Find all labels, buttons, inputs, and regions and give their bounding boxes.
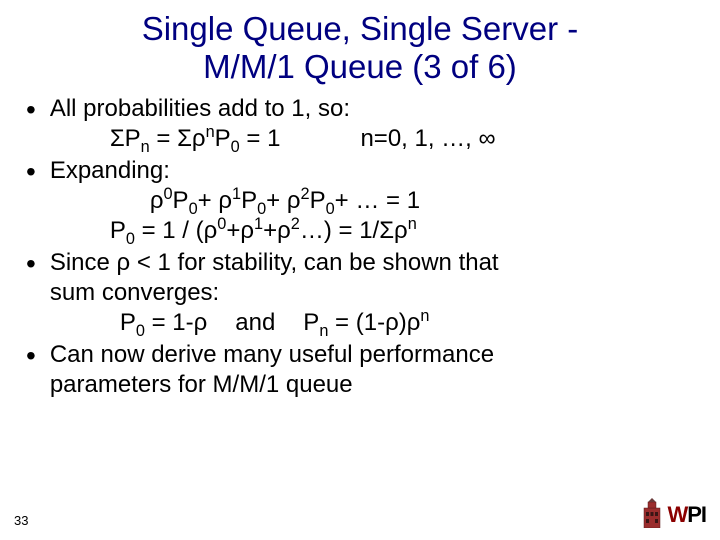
bullet-body-4: Can now derive many useful performance p…: [50, 340, 494, 400]
title-line1: Single Queue, Single Server -: [142, 10, 579, 47]
bullet-item-2: • Expanding: ρ0P0+ ρ1P0+ ρ2P0+ … = 1 P0 …: [26, 156, 700, 246]
bullet-dot: •: [26, 158, 36, 186]
page-number: 33: [14, 513, 28, 528]
t: ρ: [150, 187, 164, 214]
t: +: [263, 217, 277, 244]
t: = 1 / (: [135, 217, 204, 244]
bullet-item-4: • Can now derive many useful performance…: [26, 340, 700, 400]
eq1-right: n=0, 1, …, ∞: [360, 124, 495, 154]
building-icon: [641, 498, 663, 528]
t: P: [310, 187, 326, 214]
eq-line-2a: ρ0P0+ ρ1P0+ ρ2P0+ … = 1: [50, 186, 420, 216]
slide-title: Single Queue, Single Server - M/M/1 Queu…: [20, 10, 700, 86]
t: n: [420, 307, 429, 325]
t: 1: [254, 215, 263, 233]
t: 2: [291, 215, 300, 233]
wpi-logo: WPI: [641, 498, 706, 528]
bullet-body-1: All probabilities add to 1, so: ΣPn = Σρ…: [50, 94, 496, 154]
logo-text: WPI: [667, 502, 706, 528]
bullet-dot: •: [26, 342, 36, 370]
t: = (1-ρ)ρ: [328, 309, 420, 336]
bullet-item-1: • All probabilities add to 1, so: ΣPn = …: [26, 94, 700, 154]
t: + … = 1: [335, 187, 420, 214]
bullet-dot: •: [26, 250, 36, 278]
t: P: [241, 187, 257, 214]
bullet3b-text: sum converges:: [50, 278, 499, 308]
t: 1: [232, 185, 241, 203]
eq1a: ΣP: [110, 125, 141, 152]
eq-line-3: P0 = 1-ρ and Pn = (1-ρ)ρn: [50, 308, 499, 338]
t: +: [266, 187, 287, 214]
t: 0: [136, 322, 145, 340]
t: P: [120, 309, 136, 336]
eq1b: = Σρ: [150, 125, 206, 152]
eq1c: P: [215, 125, 231, 152]
t: 2: [301, 185, 310, 203]
t: …) = 1/Σρ: [300, 217, 408, 244]
t: P: [173, 187, 189, 214]
bullet-dot: •: [26, 96, 36, 124]
t: ρ: [240, 217, 254, 244]
t: 0: [217, 215, 226, 233]
t: P: [303, 309, 319, 336]
bullet-list: • All probabilities add to 1, so: ΣPn = …: [20, 94, 700, 400]
eq-line-2b: P0 = 1 / (ρ0+ρ1+ρ2…) = 1/Σρn: [50, 216, 420, 246]
t: 0: [126, 230, 135, 248]
t: +: [198, 187, 219, 214]
t: ρ: [287, 187, 301, 214]
t: ρ: [277, 217, 291, 244]
t: 0: [326, 200, 335, 218]
t: +: [226, 217, 240, 244]
bullet-item-3: • Since ρ < 1 for stability, can be show…: [26, 248, 700, 338]
bullet4a-text: Can now derive many useful performance: [50, 340, 494, 370]
eq1c-sub: 0: [231, 138, 240, 156]
eq1d: = 1: [240, 125, 281, 152]
bullet1-text: All probabilities add to 1, so:: [50, 94, 496, 124]
eq3-right: Pn = (1-ρ)ρn: [303, 308, 429, 338]
t: ρ: [218, 187, 232, 214]
t: n: [408, 215, 417, 233]
logo-w: W: [667, 502, 687, 527]
t: 0: [163, 185, 172, 203]
eq3-and: and: [235, 308, 275, 338]
eq3-left: P0 = 1-ρ: [120, 308, 207, 338]
t: = 1-ρ: [145, 309, 207, 336]
bullet2-text: Expanding:: [50, 156, 420, 186]
eq-line-1: ΣPn = ΣρnP0 = 1 n=0, 1, …, ∞: [50, 124, 496, 154]
logo-pi: PI: [687, 502, 706, 527]
eq1b-sup: n: [206, 123, 215, 141]
title-line2: M/M/1 Queue (3 of 6): [203, 48, 517, 85]
bullet4b-text: parameters for M/M/1 queue: [50, 370, 494, 400]
t: 0: [189, 200, 198, 218]
bullet-body-2: Expanding: ρ0P0+ ρ1P0+ ρ2P0+ … = 1 P0 = …: [50, 156, 420, 246]
t: P: [110, 217, 126, 244]
t: ρ: [204, 217, 218, 244]
bullet-body-3: Since ρ < 1 for stability, can be shown …: [50, 248, 499, 338]
eq1a-sub: n: [141, 138, 150, 156]
bullet3a-text: Since ρ < 1 for stability, can be shown …: [50, 248, 499, 278]
slide-container: Single Queue, Single Server - M/M/1 Queu…: [0, 0, 720, 540]
eq1-left: ΣPn = ΣρnP0 = 1: [110, 124, 281, 154]
